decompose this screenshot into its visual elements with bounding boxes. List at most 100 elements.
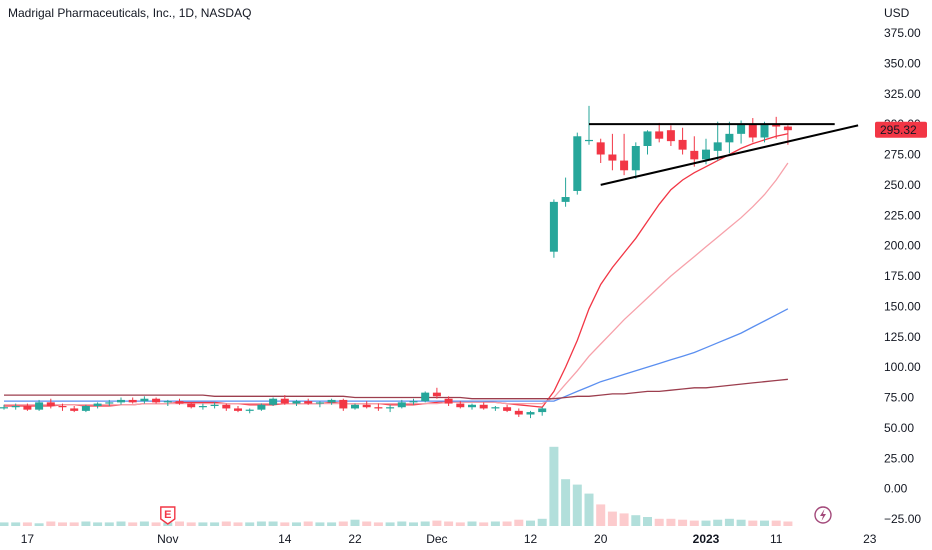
- trendline: [600, 124, 859, 186]
- y-tick-label: 25.00: [884, 451, 914, 465]
- volume-bar: [654, 518, 664, 526]
- volume-bar: [327, 522, 337, 526]
- volume-layer: [0, 446, 793, 526]
- currency-label: USD: [884, 6, 910, 20]
- y-tick-label: 50.00: [884, 421, 914, 435]
- y-tick-label: 100.00: [884, 360, 921, 374]
- volume-bar: [549, 446, 559, 526]
- candle-body: [713, 142, 722, 151]
- volume-bar: [701, 520, 711, 526]
- candle-body: [187, 403, 196, 408]
- candle-body: [456, 403, 465, 408]
- volume-bar: [221, 521, 231, 526]
- volume-bar: [432, 520, 442, 526]
- candle-body: [292, 401, 301, 404]
- volume-bar: [175, 521, 184, 526]
- volume-bar: [385, 522, 395, 526]
- ma-line: [4, 378, 788, 400]
- candle-body: [760, 124, 769, 138]
- y-tick-label: 75.00: [884, 391, 914, 405]
- candle-body: [468, 404, 476, 408]
- candle-body: [783, 126, 792, 131]
- x-tick-label: 23: [863, 532, 877, 546]
- last-price-badge: [875, 121, 927, 138]
- volume-bar: [736, 519, 746, 526]
- y-tick-label: 0.00: [884, 482, 908, 496]
- y-tick-label: 350.00: [884, 56, 921, 70]
- volume-bar: [186, 522, 196, 526]
- volume-bar: [607, 511, 617, 526]
- candle-body: [35, 402, 44, 410]
- candle-body: [432, 392, 441, 397]
- volume-bar: [303, 521, 313, 526]
- candle-body: [245, 409, 254, 411]
- volume-bar: [678, 519, 688, 526]
- x-tick-label: 11: [770, 532, 783, 546]
- x-tick-label: 2023: [693, 532, 720, 546]
- volume-bar: [350, 519, 360, 526]
- candles-layer: [0, 105, 792, 419]
- candle-body: [608, 154, 617, 161]
- volume-bar: [11, 522, 21, 526]
- volume-bar: [514, 519, 524, 526]
- candle-body: [748, 124, 757, 138]
- y-tick-label: 225.00: [884, 208, 921, 222]
- y-axis: 375.00350.00325.00300.00275.00250.00225.…: [884, 26, 921, 526]
- candle-body: [93, 403, 102, 407]
- candle-body: [514, 410, 523, 415]
- ma-line: [4, 162, 789, 406]
- candle-body: [620, 160, 629, 171]
- candle-body: [23, 406, 32, 410]
- volume-bar: [526, 520, 535, 526]
- x-tick-label: 17: [21, 532, 35, 546]
- x-axis: 17 Nov 14 22 Dec 12 20 2023 11 23: [21, 532, 877, 546]
- candle-body: [198, 406, 207, 408]
- candle-body: [573, 136, 582, 191]
- volume-bar: [22, 522, 32, 526]
- volume-bar: [69, 522, 79, 526]
- volume-bar: [233, 522, 243, 526]
- volume-bar: [666, 518, 676, 526]
- y-tick-label: 325.00: [884, 87, 921, 101]
- volume-bar: [397, 521, 407, 526]
- volume-bar: [760, 520, 769, 526]
- last-price-label: 295.32: [880, 123, 917, 137]
- volume-bar: [198, 522, 208, 526]
- y-tick-label: 275.00: [884, 148, 921, 162]
- candle-body: [561, 197, 570, 202]
- volume-bar: [748, 520, 758, 526]
- candle-body: [222, 404, 231, 409]
- candle-body: [666, 130, 675, 142]
- candle-body: [386, 407, 395, 409]
- volume-bar: [689, 520, 699, 526]
- volume-bar: [537, 518, 547, 526]
- volume-bar: [584, 493, 594, 526]
- candle-body: [315, 402, 324, 404]
- candle-body: [327, 399, 336, 403]
- volume-bar: [619, 513, 629, 526]
- candle-body: [339, 399, 348, 409]
- y-tick-label: 375.00: [884, 26, 921, 40]
- candle-body: [421, 392, 430, 402]
- candle-body: [210, 404, 219, 407]
- volume-bar: [713, 519, 723, 526]
- volume-bar: [444, 521, 454, 526]
- volume-bar: [245, 522, 255, 526]
- volume-bar: [128, 522, 138, 526]
- volume-bar: [420, 521, 430, 526]
- candle-body: [725, 133, 734, 143]
- volume-bar: [467, 521, 477, 526]
- volume-bar: [362, 521, 372, 526]
- candle-body: [351, 404, 359, 409]
- volume-bar: [409, 522, 418, 526]
- volume-bar: [596, 504, 606, 526]
- chart-title: Madrigal Pharmaceuticals, Inc., 1D, NASD…: [8, 6, 251, 20]
- volume-bar: [268, 521, 278, 526]
- volume-bar: [210, 522, 220, 526]
- y-tick-label: 200.00: [884, 239, 921, 253]
- volume-bar: [280, 522, 290, 526]
- ma-line: [4, 133, 789, 408]
- lightning-icon: [820, 509, 826, 521]
- candle-body: [643, 131, 652, 146]
